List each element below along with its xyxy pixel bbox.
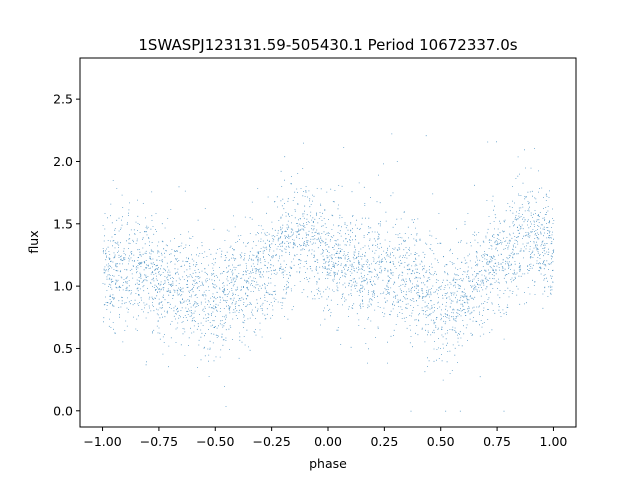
y-tick-label: 0.0: [53, 403, 73, 418]
y-tick-label: 0.5: [53, 341, 73, 356]
x-tick-label: −0.25: [252, 434, 290, 449]
y-tick-label: 1.0: [53, 279, 73, 294]
y-axis: 0.0 0.5 1.0 1.5 2.0 2.5: [53, 92, 80, 418]
y-axis-title: flux: [26, 230, 41, 253]
x-tick-label: −0.75: [140, 434, 178, 449]
x-tick-label: −1.00: [83, 434, 121, 449]
x-tick-label: 0.00: [314, 434, 342, 449]
chart-title: 1SWASPJ123131.59-505430.1 Period 1067233…: [138, 36, 517, 54]
y-tick-label: 1.5: [53, 216, 73, 231]
x-tick-label: 0.25: [370, 434, 398, 449]
y-tick-label: 2.5: [53, 92, 73, 107]
x-axis: −1.00 −0.75 −0.50 −0.25 0.00 0.25 0.50 0.75 1.00: [83, 427, 567, 449]
x-axis-title: phase: [309, 456, 347, 471]
x-tick-label: 0.50: [427, 434, 455, 449]
x-tick-label: 0.75: [483, 434, 511, 449]
x-tick-label: −0.50: [196, 434, 234, 449]
x-tick-label: 1.00: [540, 434, 568, 449]
y-tick-label: 2.0: [53, 154, 73, 169]
